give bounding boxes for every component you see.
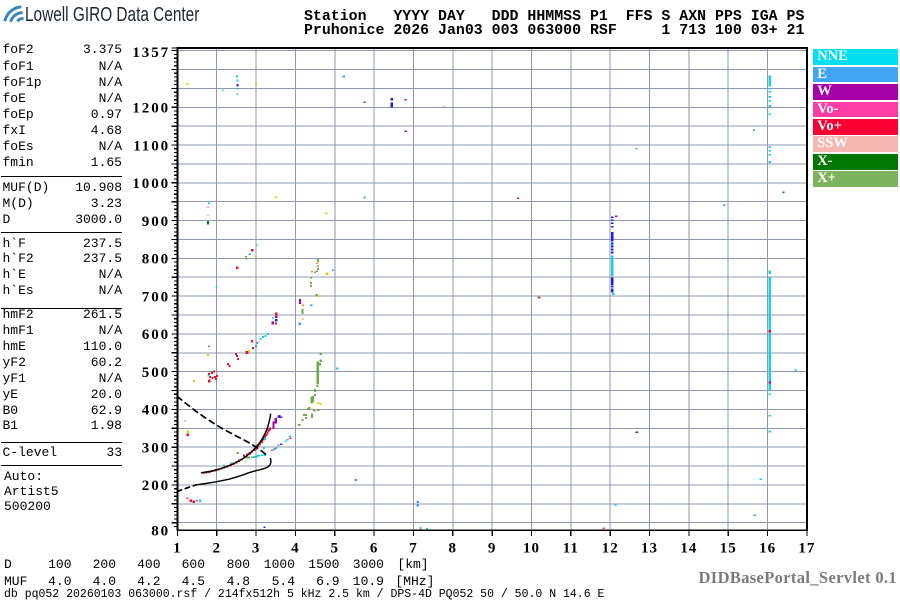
svg-text:200: 200 [142, 478, 170, 494]
svg-text:3: 3 [252, 541, 261, 557]
svg-text:15: 15 [720, 541, 737, 557]
svg-text:14: 14 [680, 541, 697, 557]
svg-text:4: 4 [291, 541, 300, 557]
svg-text:12: 12 [602, 541, 619, 557]
svg-text:800: 800 [142, 252, 170, 268]
svg-text:17: 17 [798, 541, 815, 557]
svg-text:16: 16 [759, 541, 776, 557]
svg-text:8: 8 [449, 541, 458, 557]
svg-text:2: 2 [212, 541, 221, 557]
svg-text:400: 400 [142, 403, 170, 419]
svg-text:700: 700 [142, 289, 170, 305]
svg-text:11: 11 [563, 541, 579, 557]
svg-text:5: 5 [331, 541, 340, 557]
svg-text:80: 80 [151, 524, 170, 540]
svg-text:13: 13 [641, 541, 658, 557]
svg-text:6: 6 [370, 541, 379, 557]
svg-text:10: 10 [523, 541, 540, 557]
svg-text:9: 9 [488, 541, 497, 557]
svg-text:1: 1 [173, 541, 182, 557]
svg-text:1000: 1000 [132, 176, 170, 192]
svg-text:1357: 1357 [132, 45, 170, 61]
svg-text:1100: 1100 [133, 138, 170, 154]
svg-text:500: 500 [142, 365, 170, 381]
svg-text:900: 900 [142, 214, 170, 230]
svg-text:1200: 1200 [132, 101, 170, 117]
svg-text:600: 600 [142, 327, 170, 343]
svg-text:300: 300 [142, 440, 170, 456]
svg-text:7: 7 [409, 541, 418, 557]
